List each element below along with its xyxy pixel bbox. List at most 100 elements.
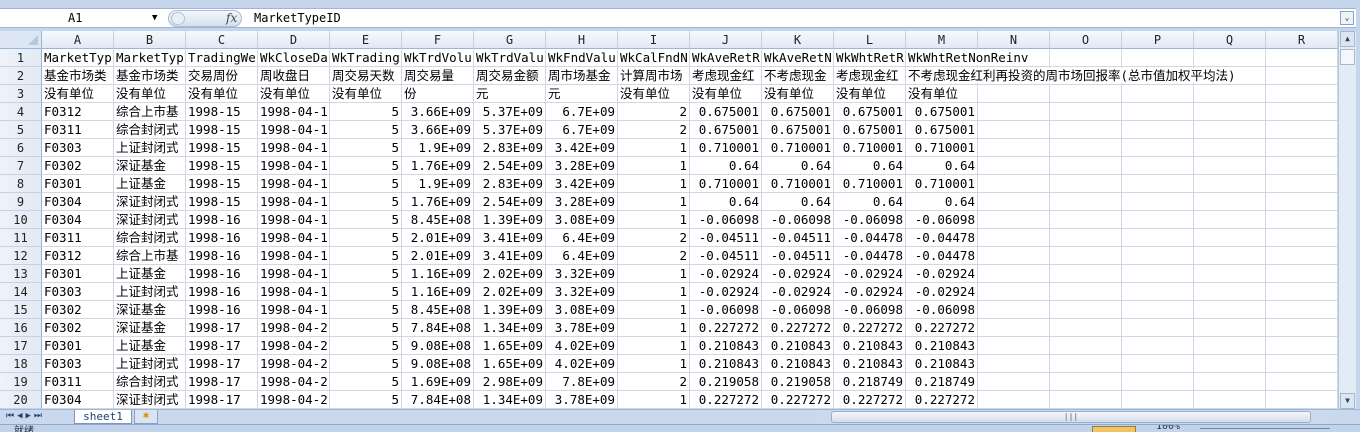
- cell-D15[interactable]: 1998-04-1: [258, 301, 330, 319]
- cell-I3[interactable]: 没有单位: [618, 85, 690, 103]
- cell-I16[interactable]: 1: [618, 319, 690, 337]
- row-header-17[interactable]: 17: [0, 337, 42, 355]
- cell-N20[interactable]: [978, 391, 1050, 409]
- cell-O5[interactable]: [1050, 121, 1122, 139]
- cell-E12[interactable]: 5: [330, 247, 402, 265]
- cell-Q16[interactable]: [1194, 319, 1266, 337]
- cell-N3[interactable]: [978, 85, 1050, 103]
- cell-I11[interactable]: 2: [618, 229, 690, 247]
- cell-A2[interactable]: 基金市场类: [42, 67, 114, 85]
- cell-N16[interactable]: [978, 319, 1050, 337]
- cell-C3[interactable]: 没有单位: [186, 85, 258, 103]
- cell-B20[interactable]: 深证封闭式: [114, 391, 186, 409]
- cell-G7[interactable]: 2.54E+09: [474, 157, 546, 175]
- cell-E13[interactable]: 5: [330, 265, 402, 283]
- cell-I10[interactable]: 1: [618, 211, 690, 229]
- cell-D18[interactable]: 1998-04-2: [258, 355, 330, 373]
- cell-Q18[interactable]: [1194, 355, 1266, 373]
- cell-G3[interactable]: 元: [474, 85, 546, 103]
- cell-M2[interactable]: 不考虑现金红利再投资的周市场回报率(总市值加权平均法): [906, 67, 1236, 85]
- cell-L3[interactable]: 没有单位: [834, 85, 906, 103]
- cell-M16[interactable]: 0.227272: [906, 319, 978, 337]
- cell-H14[interactable]: 3.32E+09: [546, 283, 618, 301]
- cell-G17[interactable]: 1.65E+09: [474, 337, 546, 355]
- cell-R19[interactable]: [1266, 373, 1338, 391]
- cell-F9[interactable]: 1.76E+09: [402, 193, 474, 211]
- cell-R10[interactable]: [1266, 211, 1338, 229]
- cell-J5[interactable]: 0.675001: [690, 121, 762, 139]
- cell-L10[interactable]: -0.06098: [834, 211, 906, 229]
- cell-R3[interactable]: [1266, 85, 1338, 103]
- cell-R6[interactable]: [1266, 139, 1338, 157]
- cell-D12[interactable]: 1998-04-1: [258, 247, 330, 265]
- cell-R14[interactable]: [1266, 283, 1338, 301]
- cell-R8[interactable]: [1266, 175, 1338, 193]
- cell-M5[interactable]: 0.675001: [906, 121, 978, 139]
- cell-E8[interactable]: 5: [330, 175, 402, 193]
- cell-L6[interactable]: 0.710001: [834, 139, 906, 157]
- cell-P20[interactable]: [1122, 391, 1194, 409]
- cell-O15[interactable]: [1050, 301, 1122, 319]
- cell-P10[interactable]: [1122, 211, 1194, 229]
- cell-P15[interactable]: [1122, 301, 1194, 319]
- cell-H5[interactable]: 6.7E+09: [546, 121, 618, 139]
- cell-L14[interactable]: -0.02924: [834, 283, 906, 301]
- cell-F19[interactable]: 1.69E+09: [402, 373, 474, 391]
- cell-D20[interactable]: 1998-04-2: [258, 391, 330, 409]
- cell-R11[interactable]: [1266, 229, 1338, 247]
- cell-H15[interactable]: 3.08E+09: [546, 301, 618, 319]
- cell-F7[interactable]: 1.76E+09: [402, 157, 474, 175]
- cell-K1[interactable]: WkAveRetN: [762, 49, 834, 67]
- cell-H7[interactable]: 3.28E+09: [546, 157, 618, 175]
- column-header-Q[interactable]: Q: [1194, 31, 1266, 49]
- cell-C1[interactable]: TradingWe: [186, 49, 258, 67]
- cell-I4[interactable]: 2: [618, 103, 690, 121]
- cell-Q15[interactable]: [1194, 301, 1266, 319]
- cell-I2[interactable]: 计算周市场: [618, 67, 690, 85]
- cell-H20[interactable]: 3.78E+09: [546, 391, 618, 409]
- row-header-3[interactable]: 3: [0, 85, 42, 103]
- cell-I6[interactable]: 1: [618, 139, 690, 157]
- cell-L5[interactable]: 0.675001: [834, 121, 906, 139]
- cell-D9[interactable]: 1998-04-1: [258, 193, 330, 211]
- cell-O20[interactable]: [1050, 391, 1122, 409]
- cell-J15[interactable]: -0.06098: [690, 301, 762, 319]
- cell-F20[interactable]: 7.84E+08: [402, 391, 474, 409]
- cell-D6[interactable]: 1998-04-1: [258, 139, 330, 157]
- row-header-15[interactable]: 15: [0, 301, 42, 319]
- cell-N12[interactable]: [978, 247, 1050, 265]
- cell-G12[interactable]: 3.41E+09: [474, 247, 546, 265]
- cell-Q7[interactable]: [1194, 157, 1266, 175]
- cell-O9[interactable]: [1050, 193, 1122, 211]
- row-header-13[interactable]: 13: [0, 265, 42, 283]
- cell-N10[interactable]: [978, 211, 1050, 229]
- cell-D5[interactable]: 1998-04-1: [258, 121, 330, 139]
- cell-H17[interactable]: 4.02E+09: [546, 337, 618, 355]
- sheet-tab[interactable]: sheet1: [74, 410, 132, 424]
- cell-K15[interactable]: -0.06098: [762, 301, 834, 319]
- cell-A16[interactable]: F0302: [42, 319, 114, 337]
- cell-C6[interactable]: 1998-15: [186, 139, 258, 157]
- cell-C12[interactable]: 1998-16: [186, 247, 258, 265]
- cell-M9[interactable]: 0.64: [906, 193, 978, 211]
- cell-H19[interactable]: 7.8E+09: [546, 373, 618, 391]
- cell-E6[interactable]: 5: [330, 139, 402, 157]
- cell-F10[interactable]: 8.45E+08: [402, 211, 474, 229]
- cell-C20[interactable]: 1998-17: [186, 391, 258, 409]
- cell-K9[interactable]: 0.64: [762, 193, 834, 211]
- cell-N9[interactable]: [978, 193, 1050, 211]
- cell-L12[interactable]: -0.04478: [834, 247, 906, 265]
- cell-F14[interactable]: 1.16E+09: [402, 283, 474, 301]
- cell-N6[interactable]: [978, 139, 1050, 157]
- cell-O18[interactable]: [1050, 355, 1122, 373]
- cell-B18[interactable]: 上证封闭式: [114, 355, 186, 373]
- cell-M1[interactable]: WkWhtRetNonReinv: [906, 49, 1029, 67]
- cell-E1[interactable]: WkTrading: [330, 49, 402, 67]
- cell-F3[interactable]: 份: [402, 85, 474, 103]
- cell-E14[interactable]: 5: [330, 283, 402, 301]
- cell-D1[interactable]: WkCloseDa: [258, 49, 330, 67]
- cell-Q4[interactable]: [1194, 103, 1266, 121]
- cell-E4[interactable]: 5: [330, 103, 402, 121]
- cell-H1[interactable]: WkFndValu: [546, 49, 618, 67]
- cell-B10[interactable]: 深证封闭式: [114, 211, 186, 229]
